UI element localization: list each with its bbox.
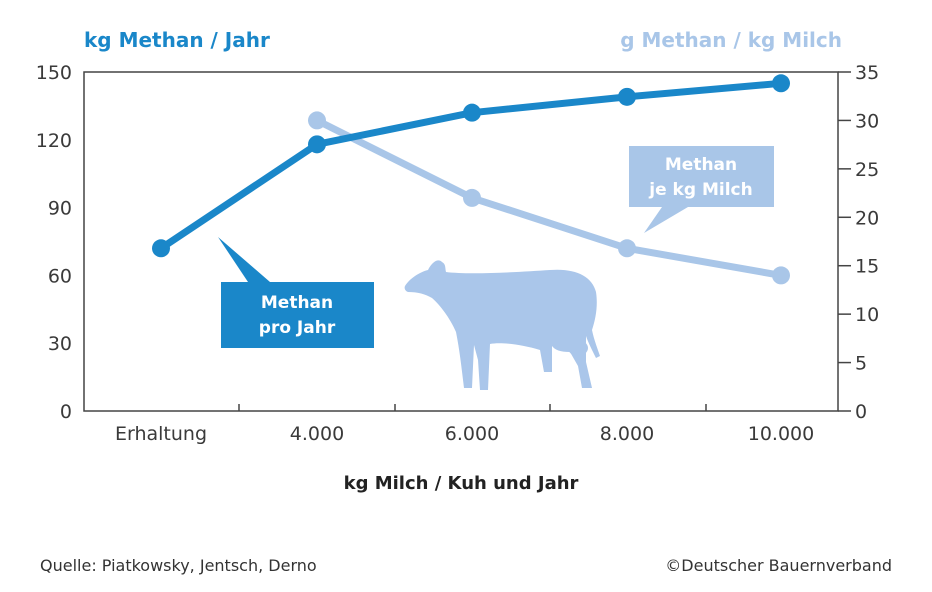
y-axis-left: 0 30 60 90 120 150 <box>36 62 72 423</box>
callout-methan-pro-jahr: Methan pro Jahr <box>218 237 374 348</box>
y-right-tick-label: 25 <box>855 159 879 181</box>
y-axis-left-title: kg Methan / Jahr <box>84 28 270 52</box>
callout-methan-je-kg-line2: je kg Milch <box>648 180 752 200</box>
y-axis-right-title: g Methan / kg Milch <box>620 28 842 52</box>
y-left-tick-label: 60 <box>48 265 72 287</box>
x-tick-label: 10.000 <box>748 423 814 445</box>
copyright-note: ©Deutscher Bauernverband <box>665 556 892 575</box>
x-axis-title: kg Milch / Kuh und Jahr <box>344 473 579 494</box>
callout-methan-je-kg-line1: Methan <box>665 155 737 175</box>
series-line-methan-je-kg-milch <box>313 116 785 279</box>
y-axis-right: 0 5 10 15 20 25 30 35 <box>838 62 879 423</box>
cow-icon <box>404 260 600 390</box>
data-point-methan-pro-jahr <box>308 135 326 154</box>
data-point-methan-je-kg-milch <box>463 188 481 207</box>
series-layer <box>152 74 790 285</box>
y-left-tick-label: 150 <box>36 62 72 84</box>
source-note: Quelle: Piatkowsky, Jentsch, Derno <box>40 556 317 575</box>
y-left-tick-label: 0 <box>60 401 72 423</box>
plot-frame <box>83 71 839 412</box>
data-point-methan-pro-jahr <box>772 74 790 93</box>
y-left-tick-label: 120 <box>36 130 72 152</box>
y-right-tick-label: 20 <box>855 207 879 229</box>
y-right-tick-label: 10 <box>855 304 879 326</box>
y-left-tick-label: 90 <box>48 198 72 220</box>
data-point-methan-je-kg-milch <box>308 111 326 130</box>
callout-methan-pro-jahr-line2: pro Jahr <box>259 318 336 338</box>
callout-methan-pro-jahr-line1: Methan <box>261 293 333 313</box>
x-axis: Erhaltung 4.000 6.000 8.000 10.000 <box>115 404 814 445</box>
x-tick-label: Erhaltung <box>115 423 207 445</box>
x-tick-label: 8.000 <box>600 423 654 445</box>
data-point-methan-je-kg-milch <box>618 239 636 258</box>
y-right-tick-label: 35 <box>855 62 879 84</box>
y-right-tick-label: 15 <box>855 256 879 278</box>
data-point-methan-pro-jahr <box>463 103 481 122</box>
x-tick-label: 4.000 <box>290 423 344 445</box>
y-right-tick-label: 0 <box>855 401 867 423</box>
y-right-tick-label: 30 <box>855 110 879 132</box>
callout-methan-je-kg-milch: Methan je kg Milch <box>629 146 774 233</box>
data-point-methan-pro-jahr <box>152 239 170 258</box>
data-point-methan-pro-jahr <box>618 87 636 106</box>
data-point-methan-je-kg-milch <box>772 266 790 285</box>
y-right-tick-label: 5 <box>855 353 867 375</box>
y-left-tick-label: 30 <box>48 333 72 355</box>
x-tick-label: 6.000 <box>445 423 499 445</box>
